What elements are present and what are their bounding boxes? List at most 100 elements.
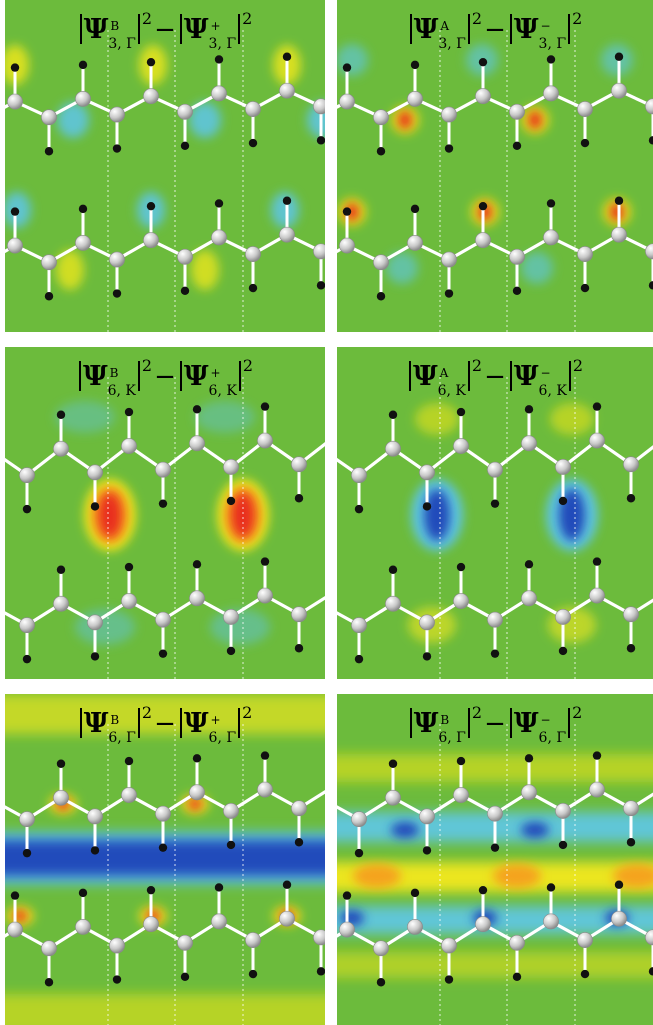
hydrogen-atom [648, 967, 653, 976]
minus-sign: − [484, 15, 506, 45]
hydrogen-atom [456, 407, 466, 417]
carbon-atom [373, 254, 389, 271]
density-map [5, 30, 325, 332]
carbon-atom [257, 432, 273, 449]
carbon-atom [177, 934, 193, 951]
carbon-atom [109, 937, 125, 954]
hydrogen-atom [422, 652, 432, 661]
hydrogen-atom [490, 499, 500, 508]
negative-lobe [521, 252, 553, 284]
hydrogen-atom [456, 756, 466, 766]
carbon-atom [211, 85, 227, 102]
left-subscript: 6, K [437, 383, 466, 399]
abs-bar [568, 708, 571, 738]
carbon-atom [589, 587, 605, 604]
psi-symbol: Ψ [83, 14, 109, 45]
hydrogen-atom [614, 52, 624, 61]
carbon-atom [543, 229, 559, 246]
carbon-atom [87, 464, 103, 481]
hydrogen-atom [294, 644, 304, 653]
right-state: − [540, 19, 551, 33]
hydrogen-atom [626, 494, 636, 503]
carbon-atom [53, 595, 69, 612]
carbon-atom [419, 808, 435, 825]
hydrogen-atom [112, 975, 122, 984]
hydrogen-atom [580, 969, 590, 979]
carbon-atom [487, 805, 503, 822]
carbon-atom [19, 617, 35, 634]
negative-lobe [195, 401, 255, 433]
carbon-atom [487, 611, 503, 628]
carbon-atom [555, 609, 571, 625]
abs-bar [79, 14, 82, 44]
carbon-atom [339, 237, 355, 254]
abs-bar [137, 14, 140, 44]
carbon-atom [245, 101, 261, 117]
hydrogen-atom [478, 885, 488, 895]
carbon-atom [339, 93, 355, 110]
minus-sign: − [154, 15, 176, 45]
hydrogen-atom [456, 562, 466, 572]
density-map [337, 724, 653, 1025]
abs-bar [467, 361, 470, 391]
carbon-atom [509, 103, 525, 120]
hydrogen-atom [282, 196, 292, 205]
hydrogen-atom [388, 410, 398, 419]
hydrogen-atom [282, 880, 292, 889]
square-exponent: 2 [141, 356, 153, 375]
abs-bar [137, 361, 140, 391]
hydrogen-atom [124, 756, 134, 766]
carbon-atom [351, 811, 367, 828]
psi-symbol: Ψ [513, 14, 539, 45]
positive-peak [528, 111, 542, 129]
hydrogen-atom [260, 557, 270, 566]
hydrogen-atom [316, 967, 325, 976]
left-subscript: 6, Γ [108, 730, 136, 746]
density-difference-panel-6-gamma-b-plus: Ψ B 6, Γ2− Ψ +6, Γ2 [5, 694, 325, 1025]
abs-bar [509, 708, 512, 738]
carbon-atom [351, 467, 367, 484]
hydrogen-atom [10, 63, 20, 72]
carbon-atom [7, 93, 23, 110]
hydrogen-atom [512, 972, 522, 981]
hydrogen-atom [558, 496, 568, 506]
carbon-atom [589, 432, 605, 449]
carbon-atom [245, 246, 261, 262]
hydrogen-atom [592, 557, 602, 566]
right-state: − [540, 366, 551, 380]
hydrogen-atom [444, 289, 454, 298]
carbon-atom [441, 106, 457, 123]
carbon-atom [351, 617, 367, 634]
unit-cell-guides [439, 724, 576, 1025]
carbon-atom [177, 103, 193, 120]
square-exponent: 2 [471, 356, 483, 375]
hydrogen-atom [282, 52, 292, 61]
hydrogen-atom [158, 843, 168, 852]
positive-lobe [56, 250, 84, 290]
hydrogen-atom [422, 846, 432, 855]
psi-symbol: Ψ [413, 708, 439, 739]
right-state: + [210, 713, 221, 727]
abs-bar [179, 361, 182, 391]
hydrogen-atom [214, 883, 224, 892]
right-subscript: 6, Γ [538, 730, 567, 746]
hydrogen-atom [78, 888, 88, 898]
carbon-atom [555, 459, 571, 475]
hydrogen-atom [260, 402, 270, 411]
positive-core [613, 864, 653, 888]
right-label: +3, Γ [209, 15, 237, 51]
carbon-atom [189, 590, 205, 607]
carbon-atom [41, 254, 57, 271]
carbon-atom [509, 248, 525, 265]
carbon-atom [279, 910, 295, 927]
hydrogen-atom [342, 63, 352, 72]
carbon-atom [441, 937, 457, 954]
hydrogen-atom [316, 281, 325, 290]
square-exponent: 2 [471, 9, 483, 28]
carbon-atom [611, 82, 627, 99]
upper-polymer-chain [5, 402, 325, 514]
carbon-atom [313, 243, 325, 260]
hydrogen-atom [146, 57, 156, 67]
carbon-atom [419, 464, 435, 481]
psi-symbol: Ψ [183, 361, 209, 392]
